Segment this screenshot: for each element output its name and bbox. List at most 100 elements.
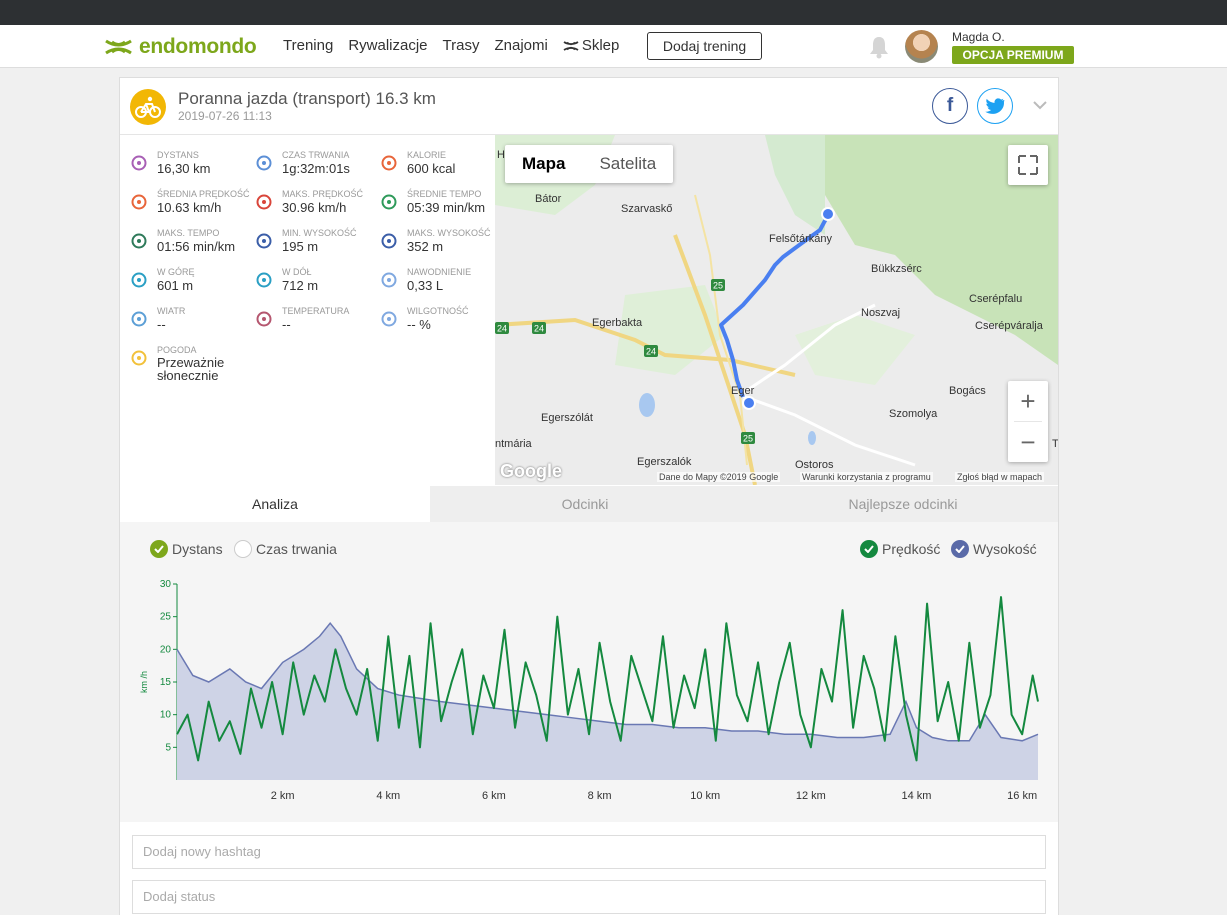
nav-friends[interactable]: Znajomi xyxy=(494,37,548,54)
facebook-icon: f xyxy=(946,95,954,116)
stat-label: WIATR xyxy=(157,306,186,316)
stat-value: 712 m xyxy=(282,278,319,293)
google-logo: Google xyxy=(500,461,562,481)
stat-label: MAKS. WYSOKOŚĆ xyxy=(407,228,491,238)
workout-title: Poranna jazda (transport) 16.3 km xyxy=(178,89,436,108)
legend-distance-option[interactable]: Dystans xyxy=(150,540,223,558)
route-start-pin[interactable] xyxy=(821,207,835,221)
user-name[interactable]: Magda O. xyxy=(952,30,1005,44)
map-canvas[interactable]: 25 24 24 24 25 xyxy=(495,135,1058,485)
hashtag-input[interactable]: Dodaj nowy hashtag xyxy=(132,835,1046,869)
stat-thermometer: TEMPERATURA -- xyxy=(245,304,370,340)
map-tab-satellite[interactable]: Satelita xyxy=(599,154,657,173)
fullscreen-icon xyxy=(1018,155,1038,175)
stat-label: CZAS TRWANIA xyxy=(282,150,350,160)
stat-value: 600 kcal xyxy=(407,161,456,176)
road-number-sign: 25 xyxy=(711,279,725,291)
premium-button[interactable]: OPCJA PREMIUM xyxy=(952,46,1074,64)
svg-text:24: 24 xyxy=(497,324,507,334)
nav-challenges[interactable]: Rywalizacje xyxy=(348,37,428,54)
stat-humidity: WILGOTNOŚĆ -- % xyxy=(370,304,495,340)
radio-empty-icon xyxy=(234,540,252,558)
stat-value: 601 m xyxy=(157,278,194,293)
map-data-credit: Dane do Mapy ©2019 Google xyxy=(657,472,781,482)
stat-label: KALORIE xyxy=(407,150,447,160)
stat-mountain-high: MAKS. WYSOKOŚĆ 352 m xyxy=(370,226,495,262)
stat-value: 01:56 min/km xyxy=(157,239,236,254)
speedometer-icon xyxy=(131,194,147,210)
water-drops-icon xyxy=(381,272,397,288)
route-end-pin[interactable] xyxy=(742,396,756,410)
route-map[interactable]: 25 24 24 24 25 Bátor Szarvaskő Felsőtárkány Bük… xyxy=(495,135,1058,485)
thermometer-icon xyxy=(256,311,272,327)
map-report-link[interactable]: Zgłoś błąd w mapach xyxy=(955,472,1045,482)
svg-text:24: 24 xyxy=(534,324,544,334)
stat-mountain-low: MIN. WYSOKOŚĆ 195 m xyxy=(245,226,370,262)
workout-header: Poranna jazda (transport) 16.3 km 2019-0… xyxy=(120,78,1058,135)
tab-best-laps[interactable]: Najlepsze odcinki xyxy=(848,496,958,512)
tab-analysis[interactable]: Analiza xyxy=(120,486,430,522)
nav-routes[interactable]: Trasy xyxy=(442,37,480,54)
status-input[interactable]: Dodaj status xyxy=(132,880,1046,914)
avatar[interactable] xyxy=(905,30,938,63)
workout-card: Poranna jazda (transport) 16.3 km 2019-0… xyxy=(119,77,1059,915)
tab-laps[interactable]: Odcinki xyxy=(561,496,609,512)
check-icon xyxy=(951,540,969,558)
map-tab-map[interactable]: Mapa xyxy=(522,154,566,173)
facebook-share-button[interactable]: f xyxy=(932,88,968,124)
x-tick-label: 2 km xyxy=(271,790,295,802)
fullscreen-button[interactable] xyxy=(1008,145,1048,185)
stat-value: -- xyxy=(282,317,291,332)
add-workout-button[interactable]: Dodaj trening xyxy=(647,32,762,60)
elevation-area xyxy=(177,623,1038,780)
y-tick-label: 15 xyxy=(160,677,172,688)
workout-stats: DYSTANS 16,30 km CZAS TRWANIA 1g:32m:01s KAL… xyxy=(120,136,495,486)
speed-elevation-chart[interactable]: 30 25 20 15 10 5 km /h 2 km 4 km 6 km 8 km 10 km 12 … xyxy=(120,572,1058,812)
chevron-down-icon[interactable] xyxy=(1033,100,1047,110)
stat-label: NAWODNIENIE xyxy=(407,267,472,277)
mountain-high-icon xyxy=(381,233,397,249)
map-place-label: Bogács xyxy=(949,385,986,397)
browser-top-bar xyxy=(0,0,1227,25)
stat-value: 1g:32m:01s xyxy=(282,161,350,176)
stat-pace-max: MAKS. TEMPO 01:56 min/km xyxy=(120,226,245,262)
stat-value: 195 m xyxy=(282,239,319,254)
legend-duration-option[interactable]: Czas trwania xyxy=(234,540,337,558)
zoom-in-button[interactable]: + xyxy=(1020,386,1036,416)
stat-ascent: W GÓRĘ 601 m xyxy=(120,265,245,301)
flame-icon xyxy=(381,155,397,171)
under-armour-icon xyxy=(105,39,132,55)
legend-elevation-toggle[interactable]: Wysokość xyxy=(951,540,1037,558)
svg-text:24: 24 xyxy=(646,347,656,357)
check-icon xyxy=(860,540,878,558)
nav-shop-label: Sklep xyxy=(581,37,620,54)
stat-stopwatch: CZAS TRWANIA 1g:32m:01s xyxy=(245,148,370,184)
zoom-controls: + − xyxy=(1008,381,1048,462)
analysis-chart-area: Dystans Czas trwania Prędkość Wysokość 3… xyxy=(120,522,1058,822)
map-place-label: Szarvaskő xyxy=(621,203,673,215)
stat-wind: WIATR -- xyxy=(120,304,245,340)
pace-max-icon xyxy=(131,233,147,249)
zoom-out-button[interactable]: − xyxy=(1020,427,1036,457)
stopwatch-icon xyxy=(256,155,272,171)
twitter-share-button[interactable] xyxy=(977,88,1013,124)
legend-elevation-label: Wysokość xyxy=(973,541,1037,557)
stat-value: 30.96 km/h xyxy=(282,200,347,215)
distance-icon xyxy=(131,155,147,171)
nav-training[interactable]: Trening xyxy=(283,37,334,54)
legend-speed-toggle[interactable]: Prędkość xyxy=(860,540,940,558)
road-number-sign: 24 xyxy=(532,322,546,334)
nav-shop[interactable]: Sklep xyxy=(563,37,635,54)
under-armour-small-icon xyxy=(563,40,579,51)
road-number-sign: 25 xyxy=(741,432,755,444)
speedometer-max-icon xyxy=(256,194,272,210)
y-tick-label: 10 xyxy=(160,710,172,721)
map-place-label: Eger xyxy=(731,385,755,397)
map-terms-link[interactable]: Warunki korzystania z programu xyxy=(800,472,933,482)
bell-icon[interactable] xyxy=(868,35,890,59)
y-tick-label: 30 xyxy=(160,579,172,590)
legend-speed-label: Prędkość xyxy=(882,541,941,557)
map-place-label: Egerszalók xyxy=(637,456,692,468)
endomondo-logo[interactable]: endomondo xyxy=(104,35,257,59)
y-tick-label: 20 xyxy=(160,644,172,655)
